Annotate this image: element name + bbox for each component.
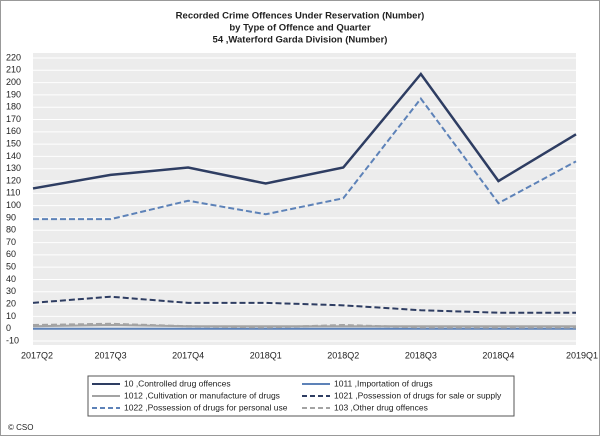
y-tick-label: 220 <box>6 52 21 62</box>
x-tick-label: 2019Q1 <box>566 350 598 360</box>
legend-label: 1022 ,Possession of drugs for personal u… <box>124 402 288 412</box>
y-tick-label: 160 <box>6 126 21 136</box>
x-tick-label: 2018Q1 <box>250 350 282 360</box>
series-line <box>32 71 577 190</box>
legend-label: 1021 ,Possession of drugs for sale or su… <box>334 390 502 400</box>
y-tick-label: 130 <box>6 163 21 173</box>
x-tick-label: 2018Q3 <box>405 350 437 360</box>
x-tick-label: 2017Q2 <box>21 350 53 360</box>
y-tick-label: 80 <box>6 225 16 235</box>
legend-label: 103 ,Other drug offences <box>334 402 428 412</box>
y-tick-label: 110 <box>6 188 20 198</box>
chart-title: by Type of Offence and Quarter <box>229 23 371 34</box>
y-tick-label: 200 <box>6 77 21 87</box>
y-tick-label: 70 <box>6 237 16 247</box>
series-line <box>32 295 576 314</box>
legend-label: 1012 ,Cultivation or manufacture of drug… <box>124 390 280 400</box>
y-tick-label: -10 <box>6 335 19 345</box>
plot-area <box>33 53 576 345</box>
y-tick-label: 40 <box>6 274 16 284</box>
legend <box>87 375 515 417</box>
legend-label: 1011 ,Importation of drugs <box>334 378 433 388</box>
y-tick-label: 210 <box>6 65 21 75</box>
y-tick-label: 10 <box>6 311 16 321</box>
y-tick-label: 170 <box>6 114 21 124</box>
x-tick-label: 2018Q4 <box>482 350 514 360</box>
legend-label: 10 ,Controlled drug offences <box>124 378 231 388</box>
series-line <box>32 322 576 329</box>
y-tick-label: 90 <box>6 212 16 222</box>
x-tick-label: 2017Q3 <box>95 350 127 360</box>
x-tick-label: 2018Q2 <box>327 350 359 360</box>
y-tick-label: 140 <box>6 151 21 161</box>
y-tick-label: 150 <box>6 139 21 149</box>
chart-title: Recorded Crime Offences Under Reservatio… <box>176 11 425 22</box>
y-tick-label: 120 <box>6 175 21 185</box>
y-tick-label: 30 <box>6 286 16 296</box>
chart-title: 54 ,Waterford Garda Division (Number) <box>213 35 388 46</box>
y-tick-label: 180 <box>6 102 21 112</box>
series-line <box>33 96 577 221</box>
y-tick-label: 20 <box>6 298 16 308</box>
x-tick-label: 2017Q4 <box>172 350 204 360</box>
y-tick-label: 50 <box>6 262 16 272</box>
y-tick-label: 190 <box>6 89 21 99</box>
y-tick-label: 60 <box>6 249 16 259</box>
y-tick-label: 100 <box>6 200 21 210</box>
y-tick-label: 0 <box>6 323 11 333</box>
source: © CSO <box>8 423 33 432</box>
